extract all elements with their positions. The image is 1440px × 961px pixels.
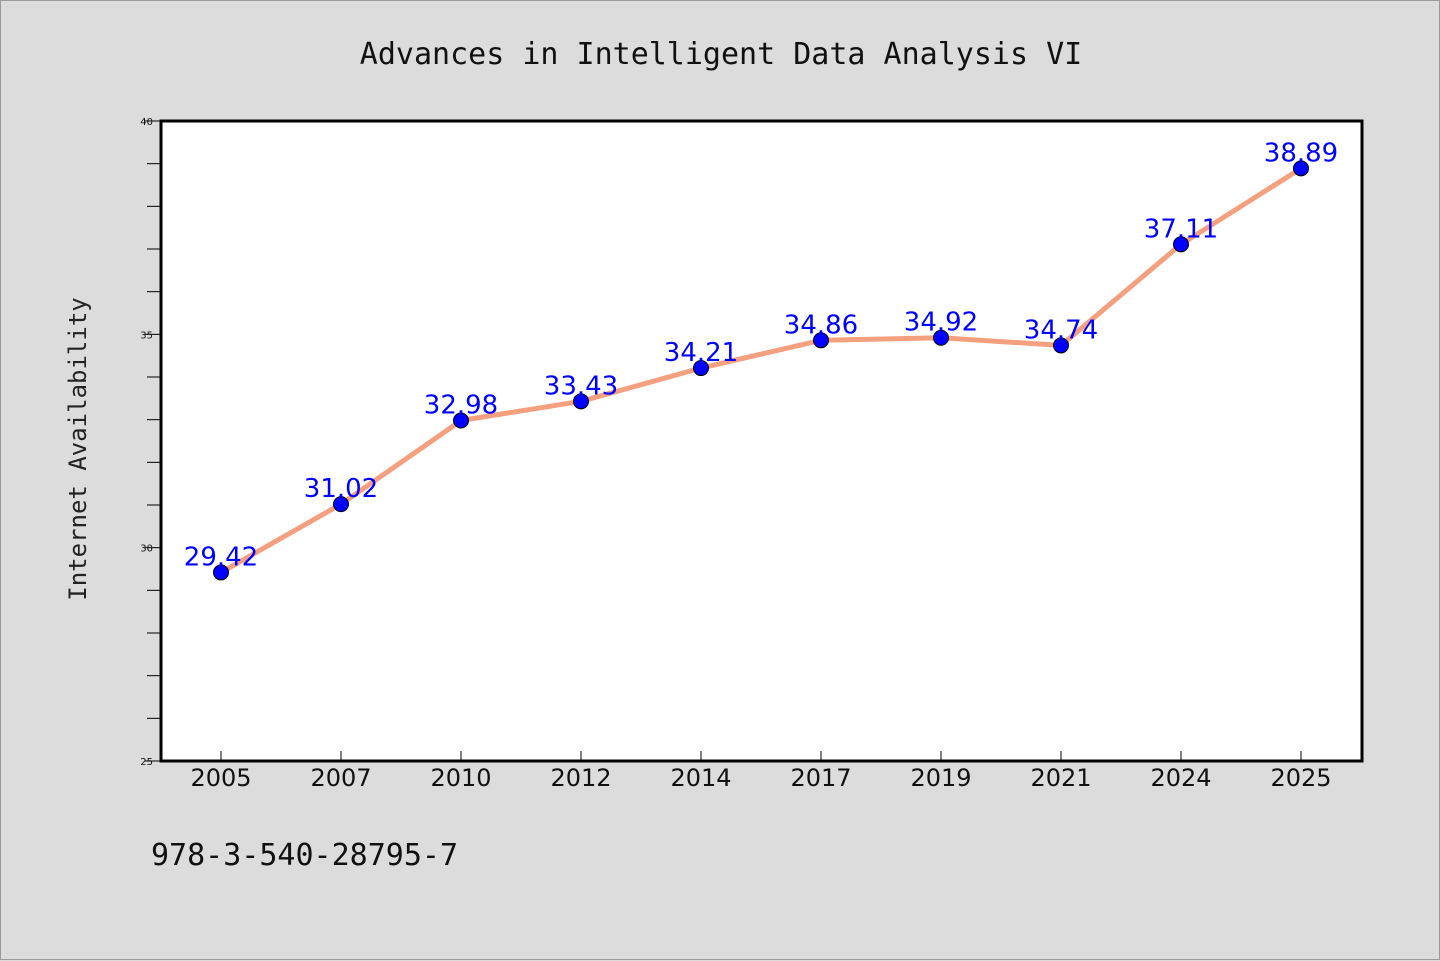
x-tick-label: 2025 [1270,764,1331,792]
data-point [933,329,949,346]
y-tick-label: 25 [140,757,153,768]
data-label: 31.02 [304,474,378,504]
footer-isbn: 978-3-540-28795-7 [151,838,458,873]
series-line-group [218,165,1304,575]
x-tick-label: 2019 [910,764,971,792]
x-tick-label: 2005 [190,764,251,792]
y-tick-label: 30 [140,544,153,555]
x-tick-label: 2014 [670,764,731,792]
y-axis-ticks: 25 30 35 40 [140,117,160,768]
x-tick-label: 2024 [1150,764,1211,792]
data-label: 37.11 [1144,214,1218,244]
data-label: 29.42 [184,542,258,572]
plot-area [159,119,1364,763]
data-label: 34.92 [904,308,978,338]
x-tick-label: 2021 [1030,764,1091,792]
data-point [1053,337,1069,354]
data-point [213,564,229,581]
data-point [1173,236,1189,253]
x-axis-ticks: 2005 2007 2010 2012 2014 2017 2019 2021 2024 2025 [190,751,1332,792]
data-labels: 29.42 31.02 32.98 33.43 34.21 34.86 34.92 34.74… [184,138,1338,572]
x-tick-label: 2012 [550,764,611,792]
x-tick-label: 2007 [310,764,371,792]
y-tick-label: 35 [140,330,153,341]
chart-title: Advances in Intelligent Data Analysis VI [360,37,1082,72]
data-point [693,360,709,377]
x-tick-label: 2017 [790,764,851,792]
data-label: 34.86 [784,310,858,340]
y-axis-label: Internet Availability [64,297,92,600]
data-point [453,412,469,429]
data-label: 34.74 [1024,315,1098,345]
data-label: 38.89 [1264,138,1338,168]
data-label: 34.21 [664,338,738,368]
x-tick-label: 2010 [430,764,491,792]
y-tick-label: 40 [140,117,153,128]
data-point [573,393,589,410]
data-label: 32.98 [424,391,498,421]
data-point [813,332,829,349]
data-markers [213,160,1309,581]
data-point [1293,160,1309,177]
data-point [333,496,349,513]
series-line [218,165,1304,575]
data-label: 33.43 [544,371,618,401]
